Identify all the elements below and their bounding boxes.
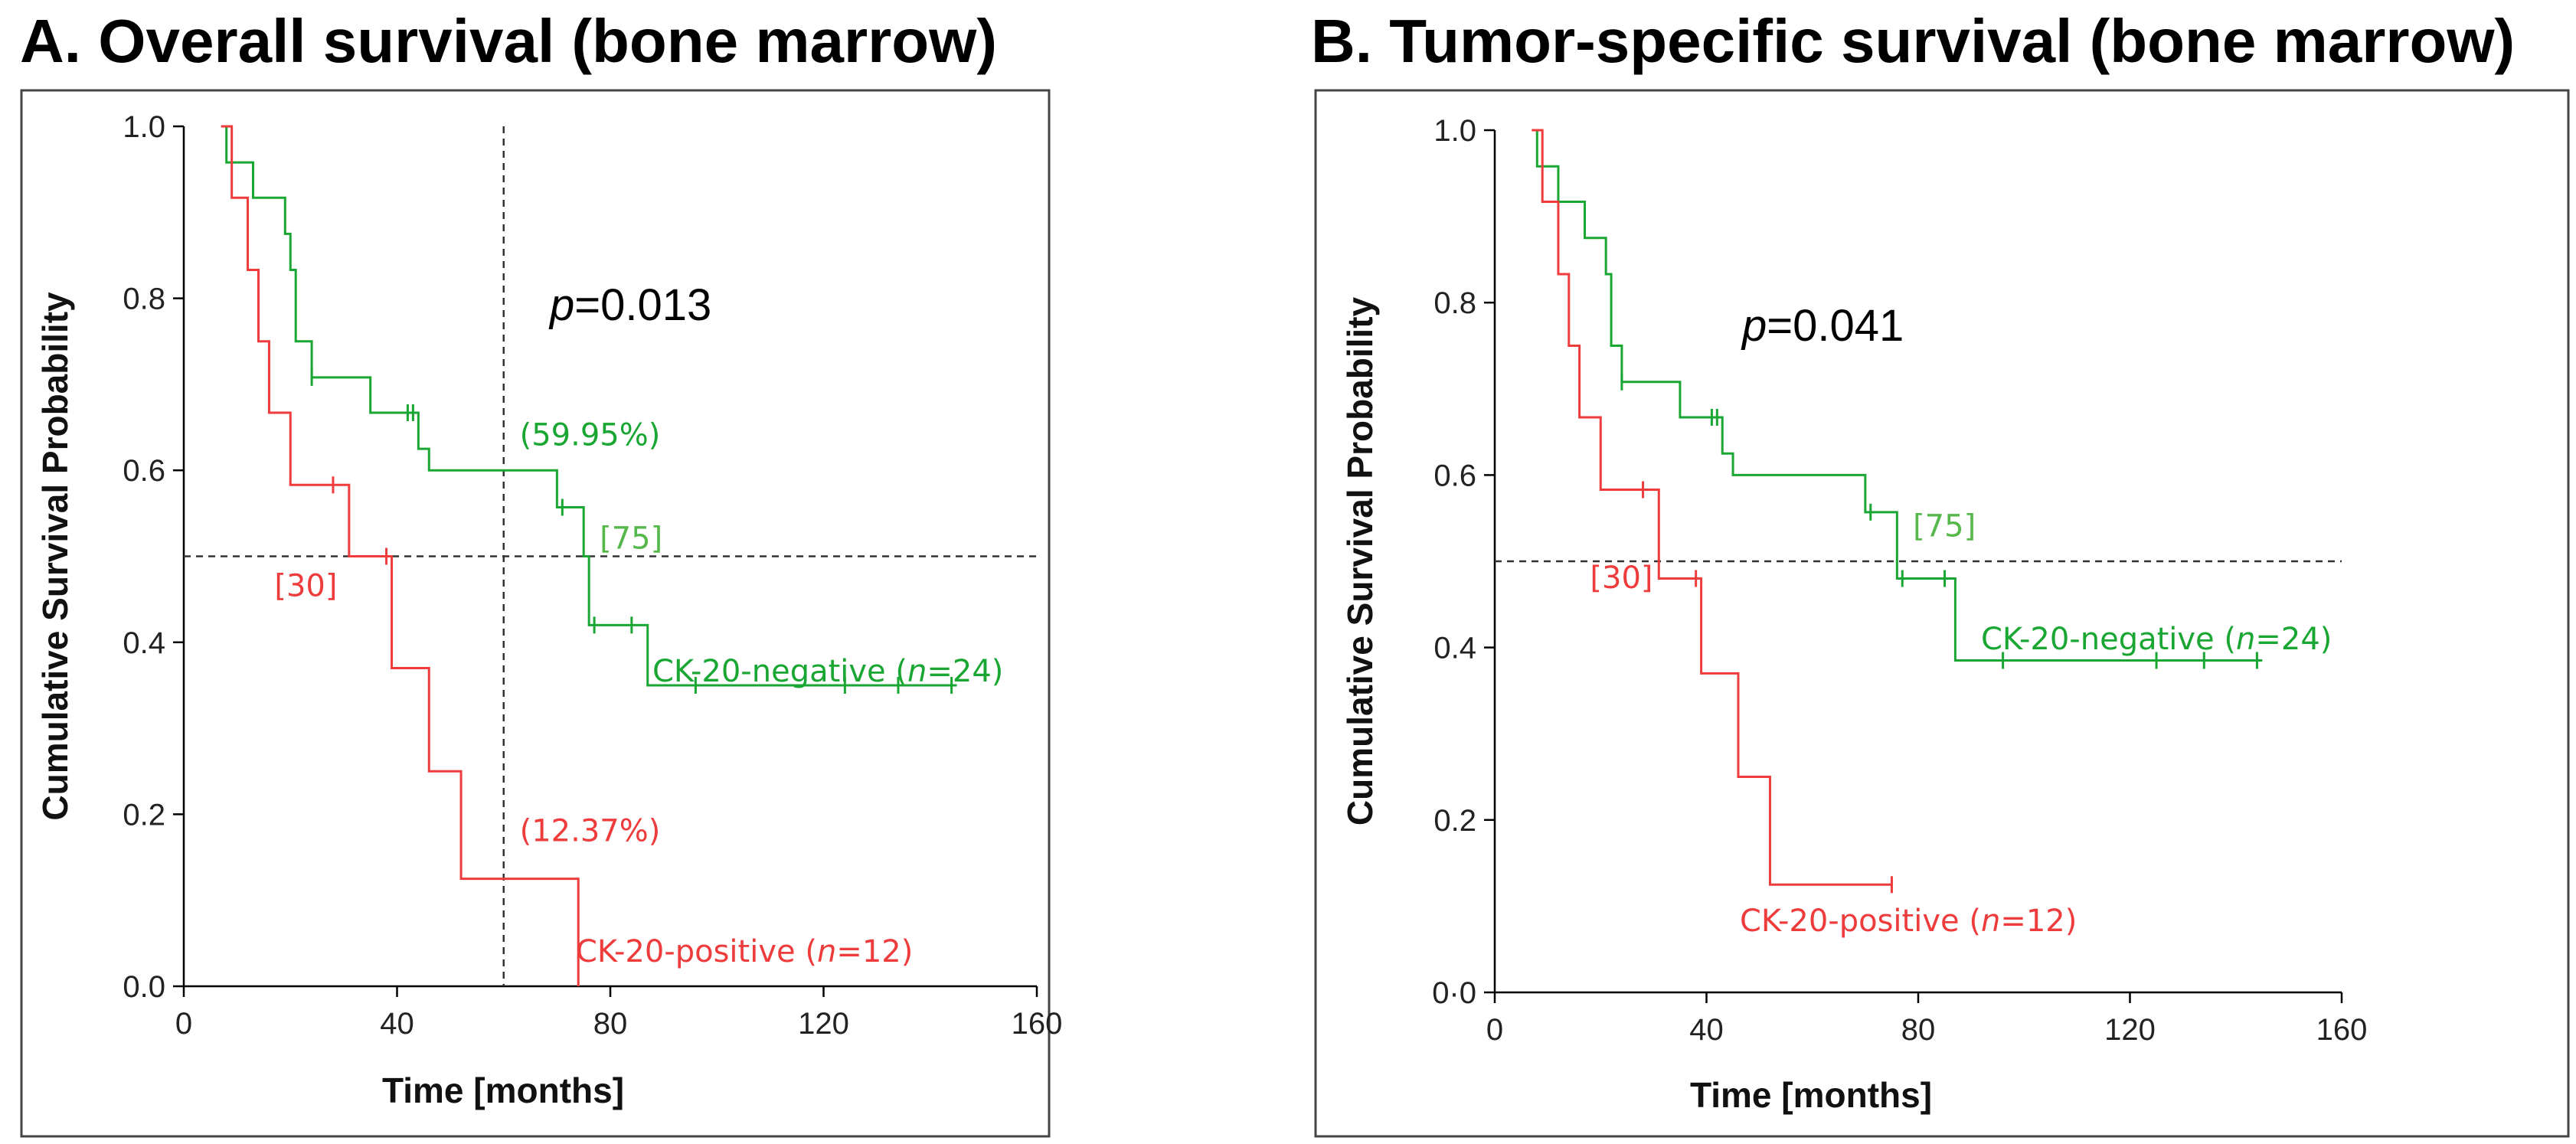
series-label-n: n (1981, 904, 2000, 939)
x-tick-label: 80 (1901, 1013, 1936, 1047)
annotation-label: (12.37%) (520, 813, 661, 848)
x-tick-label: 120 (2104, 1013, 2156, 1047)
series-label-suffix: =12) (2000, 904, 2077, 939)
tumor-specific-survival-chart: 0·0 0.2 0.4 0.6 0.8 1.0 0 40 80 120 160 Time [month… (1314, 89, 2570, 1138)
series-label-suffix: =24) (927, 654, 1003, 689)
y-tick-label: 0.2 (123, 798, 165, 832)
y-tick-label: 0.4 (123, 626, 165, 660)
y-tick-label: 1.0 (123, 110, 165, 144)
series-label-ck-20-positive: CK-20-positive (n=12) (1740, 904, 2077, 939)
panel-b-title: B. Tumor-specific survival (bone marrow) (1311, 7, 2516, 75)
chart-frame (20, 89, 1051, 1138)
x-tick-label: 80 (593, 1007, 628, 1041)
chart-frame (1314, 89, 2570, 1138)
x-tick-label: 40 (1689, 1013, 1724, 1047)
p-value-label: p=0.013 (548, 280, 711, 330)
series-label-n: n (907, 654, 927, 689)
x-tick-label: 0 (1486, 1013, 1503, 1047)
series-label-prefix: CK-20-negative ( (1981, 622, 2236, 657)
survival-curve-ck-20-negative (221, 125, 957, 687)
x-tick-label: 160 (2316, 1013, 2368, 1047)
series-label-ck-20-negative: CK-20-negative (n=24) (652, 654, 1003, 689)
p-value-number: =0.041 (1767, 301, 1904, 351)
y-tick-label: 0.6 (1433, 459, 1476, 492)
p-value-symbol: p (548, 280, 574, 330)
y-axis-title: Cumulative Survival Probability (35, 292, 75, 821)
x-axis-title: Time [months] (382, 1070, 624, 1110)
annotation-label: (59.95%) (520, 418, 661, 453)
y-tick-label: 1.0 (1433, 114, 1476, 148)
x-axis-title: Time [months] (1690, 1075, 1932, 1115)
overall-survival-chart: 0.0 0.2 0.4 0.6 0.8 1.0 0 40 80 120 160 Time [month… (20, 89, 1063, 1138)
series-label-prefix: CK-20-positive ( (576, 934, 817, 969)
p-value-number: =0.013 (574, 280, 711, 330)
y-axis-title: Cumulative Survival Probability (1340, 296, 1380, 825)
p-value-label: p=0.041 (1741, 301, 1904, 351)
annotation-label: [75] (600, 521, 662, 557)
p-value-symbol: p (1741, 301, 1767, 351)
x-tick-label: 160 (1012, 1007, 1063, 1041)
x-tick-label: 0 (175, 1007, 192, 1041)
x-tick-label: 40 (380, 1007, 414, 1041)
x-tick-label: 120 (798, 1007, 849, 1041)
y-tick-label: 0.6 (123, 454, 165, 488)
series-label-n: n (2236, 622, 2255, 657)
series-label-prefix: CK-20-negative ( (652, 654, 907, 689)
series-label-ck-20-positive: CK-20-positive (n=12) (576, 934, 913, 969)
series-label-n: n (817, 934, 836, 969)
panel-a-title: A. Overall survival (bone marrow) (20, 7, 997, 75)
series-label-ck-20-negative: CK-20-negative (n=24) (1981, 622, 2332, 657)
y-tick-label: 0.0 (123, 970, 165, 1004)
series-label-suffix: =12) (836, 934, 913, 969)
y-tick-label: 0.8 (1433, 286, 1476, 320)
survival-curve-ck-20-negative (1532, 129, 2263, 662)
y-tick-label: 0.2 (1433, 804, 1476, 838)
annotation-label: [30] (274, 568, 337, 603)
annotation-label: [30] (1590, 561, 1652, 596)
y-tick-label: 0.4 (1433, 632, 1476, 665)
survival-curve-ck-20-positive (221, 125, 580, 986)
y-tick-label: 0.8 (123, 283, 165, 316)
series-label-suffix: =24) (2255, 622, 2332, 657)
series-label-prefix: CK-20-positive ( (1740, 904, 1981, 939)
y-tick-label: 0·0 (1432, 976, 1476, 1010)
annotation-label: [75] (1913, 508, 1976, 544)
survival-curve-ck-20-positive (1532, 129, 1892, 886)
